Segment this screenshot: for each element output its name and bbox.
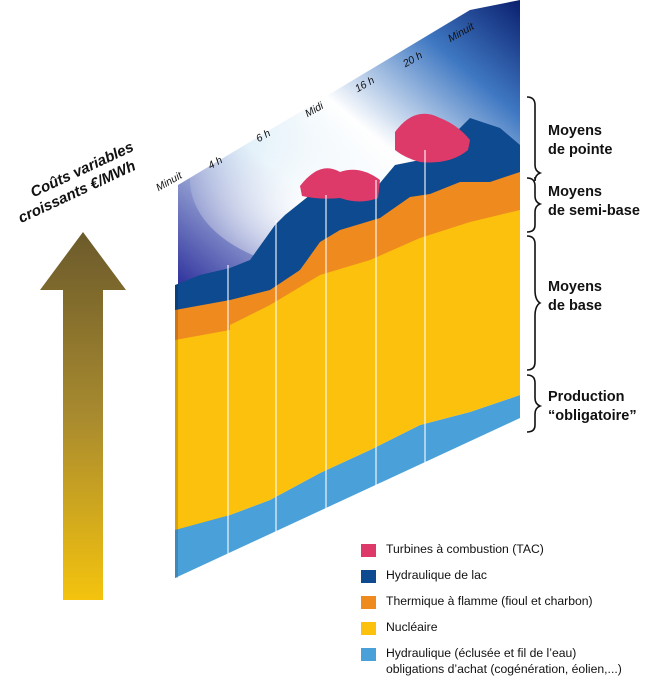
legend-label-lac: Hydraulique de lac (386, 568, 487, 582)
legend-label-hydraulique: Hydraulique (éclusée et fil de l’eau) (386, 646, 577, 660)
legend-label-tac: Turbines à combustion (TAC) (386, 542, 544, 556)
group-obligatoire-line2: “obligatoire” (548, 408, 637, 424)
group-base: Moyens de base (548, 278, 602, 316)
legend-item-hydraulique: Hydraulique (éclusée et fil de l’eau) ob… (361, 645, 671, 685)
legend-label-thermique: Thermique à flamme (fioul et charbon) (386, 594, 593, 608)
left-face (175, 285, 178, 578)
band-thermique (175, 170, 520, 340)
group-semi-base-line2: de semi-base (548, 203, 640, 219)
group-braces (526, 96, 543, 433)
legend-item-tac: Turbines à combustion (TAC) (361, 541, 671, 567)
group-base-line2: de base (548, 298, 602, 314)
group-obligatoire: Production “obligatoire” (548, 388, 637, 426)
group-pointe: Moyens de pointe (548, 122, 612, 160)
time-guides (227, 150, 426, 570)
group-semi-base: Moyens de semi-base (548, 183, 640, 221)
legend-item-nucleaire: Nucléaire (361, 619, 671, 645)
group-pointe-line2: de pointe (548, 142, 613, 158)
band-hydraulique-lac (175, 118, 520, 310)
legend-swatch-tac (361, 544, 376, 557)
band-hydraulique-fil (175, 395, 520, 578)
legend-swatch-thermique (361, 596, 376, 609)
band-nucleaire (175, 205, 520, 530)
legend-item-lac: Hydraulique de lac (361, 567, 671, 593)
legend-item-thermique: Thermique à flamme (fioul et charbon) (361, 593, 671, 619)
group-base-line1: Moyens (548, 279, 602, 295)
legend-swatch-lac (361, 570, 376, 583)
legend-label-hydraulique-line2: obligations d’achat (cogénération, éolie… (386, 662, 622, 676)
legend-swatch-nucleaire (361, 622, 376, 635)
group-semi-base-line1: Moyens (548, 184, 602, 200)
legend-label-nucleaire: Nucléaire (386, 620, 438, 634)
band-tac-2 (395, 113, 470, 163)
legend-swatch-hydraulique (361, 648, 376, 661)
cost-arrow (40, 232, 126, 600)
group-pointe-line1: Moyens (548, 123, 602, 139)
legend: Turbines à combustion (TAC) Hydraulique … (361, 541, 671, 685)
group-obligatoire-line1: Production (548, 389, 625, 405)
band-tac-1 (300, 168, 380, 202)
